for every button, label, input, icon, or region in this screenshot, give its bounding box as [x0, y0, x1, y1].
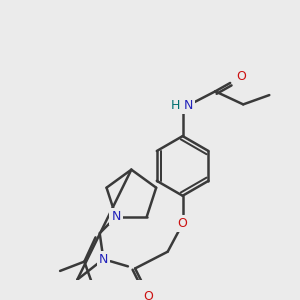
Text: N: N	[99, 253, 108, 266]
Text: O: O	[178, 217, 188, 230]
Text: N: N	[111, 210, 121, 224]
Text: N: N	[184, 99, 193, 112]
Text: H: H	[170, 99, 180, 112]
Text: O: O	[236, 70, 246, 83]
Text: O: O	[143, 290, 153, 300]
